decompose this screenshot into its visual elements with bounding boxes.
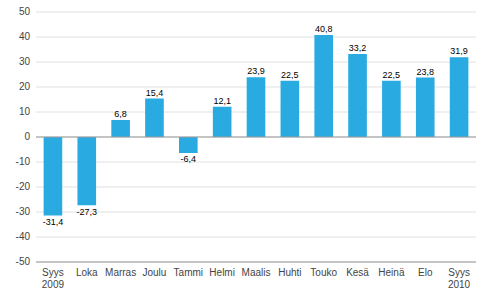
bar [145,99,164,138]
x-tick-label: Kesä [346,267,369,278]
bar [382,81,401,137]
grid [36,12,476,262]
bar [44,137,63,216]
data-label: 22,5 [281,70,299,80]
grid-line [36,262,476,263]
x-tick-line: Joulu [143,267,167,278]
x-tick-line: Helmi [209,267,235,278]
data-label: 12,1 [213,96,231,106]
y-tick-label: -40 [16,231,31,242]
y-tick-label: 0 [24,131,30,142]
x-tick-line: Syys [42,267,64,278]
x-tick-line: Tammi [174,267,203,278]
x-tick-line: Loka [76,267,98,278]
x-tick-label: Helmi [209,267,235,278]
x-tick-label: Joulu [143,267,167,278]
x-tick-line: 2009 [42,279,65,290]
bar [450,57,469,137]
x-tick-label: Loka [76,267,98,278]
data-label: 31,9 [450,46,468,56]
data-label: 15,4 [146,88,164,98]
y-tick-label: 20 [19,81,31,92]
grid-line [36,237,476,238]
x-tick-line: Huhti [278,267,301,278]
x-axis: Syys2009LokaMarrasJouluTammiHelmiMaalisH… [42,267,471,290]
zero-line [36,137,476,138]
grid-line [36,212,476,213]
data-label: 40,8 [315,24,333,34]
data-label: -27,3 [77,207,98,217]
bar [348,54,367,137]
x-tick-line: Marras [105,267,136,278]
bar [247,77,266,137]
data-labels: -31,4 -27,3 6,8 15,4 -6,4 12,1 23,9 22,5 40,8 33,… [43,24,468,227]
x-tick-label: Maalis [242,267,271,278]
x-tick-label: Tammi [174,267,203,278]
y-tick-label: 10 [19,106,31,117]
chart-container: -50 -40 -30 -20 -10 0 10 20 30 40 50 -31,4 -27,3 6,8 1… [0,0,484,300]
x-tick-label: Touko [310,267,337,278]
x-tick-line: Maalis [242,267,271,278]
x-tick-label: Syys2009 [42,267,65,290]
grid-line [36,137,476,138]
grid-line [36,12,476,13]
x-tick-line: Heinä [378,267,405,278]
x-tick-label: Syys2010 [448,267,471,290]
y-axis: -50 -40 -30 -20 -10 0 10 20 30 40 50 [16,6,31,267]
data-label: 23,9 [247,66,265,76]
y-tick-label: -30 [16,206,31,217]
y-tick-label: -20 [16,181,31,192]
data-label: 22,5 [383,70,401,80]
grid-line [36,62,476,63]
x-tick-label: Elo [418,267,433,278]
x-tick-line: Elo [418,267,433,278]
bars [44,35,469,216]
bar [416,78,435,138]
y-tick-label: 30 [19,56,31,67]
y-tick-label: -50 [16,256,31,267]
bar [213,107,232,137]
bar [314,35,333,137]
x-tick-label: Marras [105,267,136,278]
x-axis-line [36,262,476,263]
chart-svg: -50 -40 -30 -20 -10 0 10 20 30 40 50 -31,4 -27,3 6,8 1… [0,0,484,300]
y-tick-label: 50 [19,6,31,17]
y-tick-label: 40 [19,31,31,42]
x-tick-line: Touko [310,267,337,278]
data-label: -31,4 [43,217,64,227]
bar [179,137,198,153]
grid-line [36,162,476,163]
x-tick-line: Syys [448,267,470,278]
bar [281,81,300,137]
x-tick-line: 2010 [448,279,471,290]
x-tick-line: Kesä [346,267,369,278]
grid-line [36,187,476,188]
bar [77,137,96,205]
data-label: 33,2 [349,43,367,53]
y-tick-label: -10 [16,156,31,167]
data-label: -6,4 [181,154,197,164]
x-tick-label: Heinä [378,267,405,278]
data-label: 6,8 [114,109,127,119]
data-label: 23,8 [416,67,434,77]
grid-line [36,37,476,38]
bar [111,120,130,137]
x-tick-label: Huhti [278,267,301,278]
